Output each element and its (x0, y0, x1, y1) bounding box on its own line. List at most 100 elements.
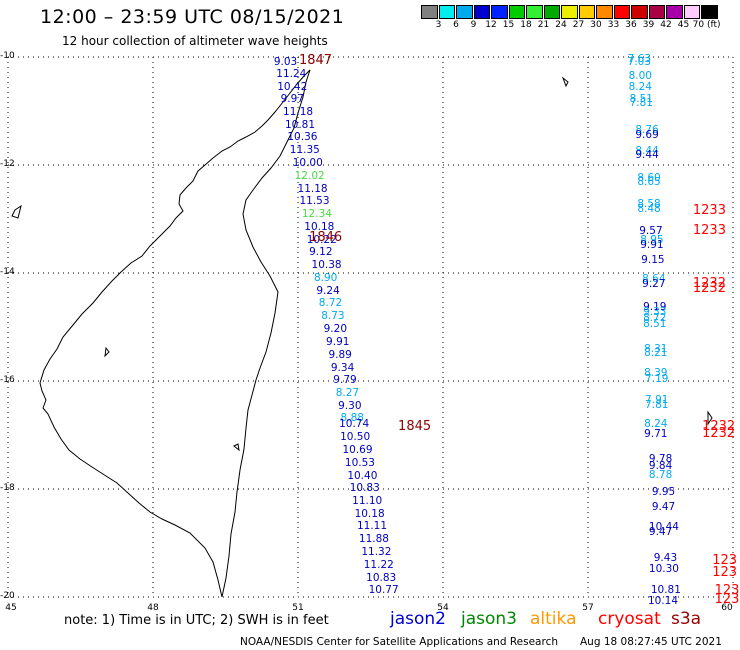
wave-height-value: 9.15 (641, 253, 665, 266)
island-outline (11, 204, 22, 219)
scale-swatch (438, 5, 455, 19)
wave-height-value: 9.43 (653, 551, 678, 564)
scale-swatch (578, 5, 595, 19)
generation-timestamp: Aug 18 08:27:45 UTC 2021 (580, 636, 722, 648)
wave-height-value: 10.53 (344, 456, 375, 469)
wave-height-value: 9.78 (648, 453, 673, 466)
scale-label: 45 (677, 20, 690, 30)
color-scale-labels: 3 6 9 12 15 18 21 24 27 30 33 36 39 42 45 70 (ft) (421, 19, 736, 33)
wave-height-value: 11.18 (283, 106, 314, 119)
scale-label: 39 (642, 20, 655, 30)
wave-height-value: 9.24 (316, 284, 340, 297)
color-scale-legend: 3 6 9 12 15 18 21 24 27 30 33 36 39 42 45 70 (ft) (421, 5, 736, 33)
wave-height-value: 10.00 (292, 157, 323, 170)
wave-height-value: 8.65 (637, 176, 661, 189)
wave-height-value: 9.30 (338, 399, 362, 412)
madagascar-coastline (39, 69, 311, 598)
latitude-label: -14 (0, 267, 15, 277)
pass-time-label: 123 (712, 552, 738, 568)
wave-height-value: 7.03 (627, 55, 652, 68)
wave-height-value: 12.34 (301, 208, 332, 221)
scale-label: 6 (453, 20, 459, 30)
latitude-label: -12 (0, 159, 15, 169)
pass-time-label: 1232 (702, 426, 736, 442)
pass-time-label: 1846 (309, 230, 343, 246)
wave-height-value: 7.63 (627, 52, 652, 65)
wave-height-value: 10.44 (648, 520, 679, 533)
wave-height-value: 8.76 (635, 124, 659, 137)
pass-time-label: 1232 (702, 418, 736, 434)
satellite-legend-item: jason3 (461, 609, 517, 629)
wave-height-value: 7.19 (645, 372, 669, 385)
wave-height-value: 9.47 (648, 525, 673, 538)
scale-label: 21 (537, 20, 550, 30)
wave-height-value: 10.30 (648, 563, 679, 576)
wave-height-value: 8.48 (637, 203, 661, 216)
wave-height-value: 9.57 (639, 224, 663, 237)
scale-label: 70 (ft) (692, 20, 721, 30)
scale-label: 9 (470, 20, 477, 30)
island-outline (707, 410, 713, 426)
wave-height-value: 9.34 (330, 361, 355, 374)
wave-height-value: 10.38 (311, 259, 342, 272)
scale-swatch (701, 5, 718, 19)
scale-swatch (421, 5, 438, 19)
scale-label: 30 (590, 20, 602, 30)
scale-label: 33 (607, 20, 620, 30)
wave-height-value: 8.00 (628, 70, 652, 83)
scale-swatch (491, 5, 508, 19)
wave-height-value: 8.21 (644, 347, 668, 360)
longitude-label: 51 (292, 603, 304, 613)
longitude-label: 57 (582, 603, 594, 613)
scale-swatch (683, 5, 700, 19)
map-subtitle: 12 hour collection of altimeter wave hei… (62, 34, 328, 48)
wave-height-value: 10.81 (650, 583, 681, 596)
madagascar-east-coast (221, 69, 311, 598)
satellite-legend-item: altika (530, 609, 577, 629)
wave-height-value: 7.91 (645, 394, 669, 407)
satellite-legend-item: jason2 (390, 609, 446, 629)
scale-label: 15 (502, 20, 515, 30)
scale-swatch (473, 5, 490, 19)
scale-label: 12 (485, 20, 497, 30)
scale-swatch (543, 5, 560, 19)
pass-time-label: 123 (714, 582, 740, 598)
wave-height-value: 11.10 (352, 494, 383, 507)
wave-height-value: 8.78 (648, 468, 673, 481)
latitude-label: -10 (0, 51, 15, 61)
scale-swatch (666, 5, 683, 19)
scale-swatch (648, 5, 665, 19)
wave-height-value: 8.27 (335, 386, 360, 399)
wave-height-value: 10.50 (340, 431, 371, 444)
credit-line: NOAA/NESDIS Center for Satellite Applica… (240, 636, 558, 648)
scale-label: 42 (660, 20, 672, 30)
pass-time-label: 123 (712, 565, 738, 581)
satellite-legend-item: s3a (671, 609, 702, 629)
wave-height-value: 10.83 (366, 571, 397, 584)
wave-height-value: 10.40 (347, 469, 378, 482)
wave-height-value: 11.32 (361, 546, 392, 559)
wave-height-value: 10.18 (354, 507, 385, 520)
pass-time-label: 1233 (692, 202, 726, 218)
wave-height-value: 10.74 (339, 418, 370, 431)
scale-swatch (596, 5, 613, 19)
wave-height-value: 10.69 (342, 444, 373, 457)
scale-label: 36 (625, 20, 637, 30)
pass-time-label: 1232 (692, 280, 726, 296)
coastline (11, 69, 713, 598)
scale-swatch (631, 5, 648, 19)
scale-swatch (456, 5, 473, 19)
pass-time-label: 1232 (692, 275, 726, 291)
wave-height-value: 8.73 (321, 310, 345, 323)
wave-height-value: 9.47 (651, 500, 676, 513)
wave-height-value: 8.72 (318, 297, 343, 310)
longitude-label: 60 (721, 603, 733, 613)
wave-height-value: 9.69 (635, 129, 659, 142)
color-scale-boxes (421, 5, 736, 19)
wave-height-value: 8.24 (644, 417, 668, 430)
wave-height-value: 10.77 (368, 583, 399, 596)
wave-height-value: 10.22 (306, 233, 337, 246)
wave-height-value: 8.39 (644, 367, 668, 380)
wave-height-value: 8.90 (313, 271, 338, 284)
